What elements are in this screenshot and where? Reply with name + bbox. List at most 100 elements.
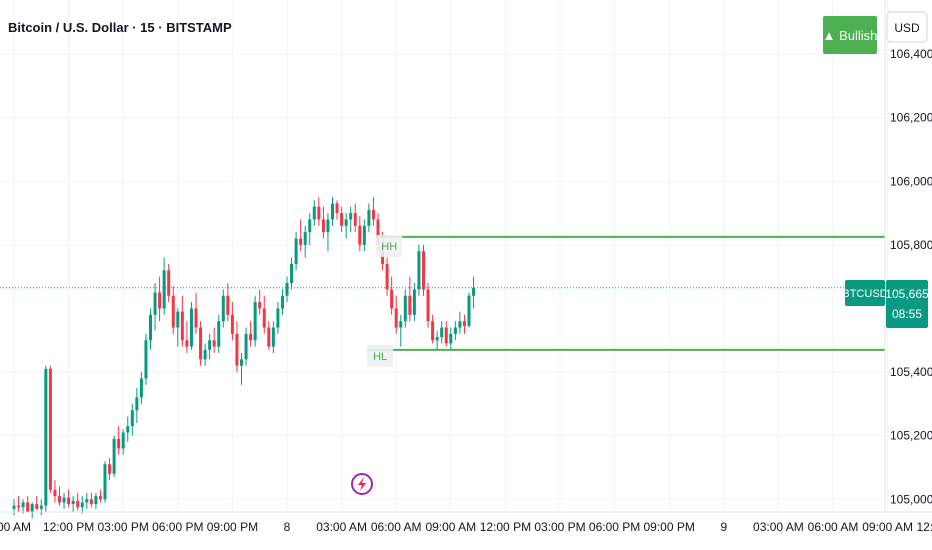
currency-button-label[interactable]: USD [894, 21, 920, 35]
candle[interactable] [17, 496, 21, 512]
currency-button-frame[interactable] [886, 11, 928, 43]
candle[interactable] [399, 314, 403, 347]
candle[interactable] [21, 499, 25, 514]
candle[interactable] [271, 321, 275, 353]
candle[interactable] [126, 416, 130, 443]
candle[interactable] [149, 308, 152, 350]
candle[interactable] [321, 206, 325, 239]
candles[interactable] [12, 197, 476, 519]
candle[interactable] [426, 283, 430, 328]
candle[interactable] [258, 289, 262, 315]
candle[interactable] [435, 330, 439, 350]
candle[interactable] [349, 206, 353, 233]
candle[interactable] [171, 286, 175, 334]
candle[interactable] [130, 403, 134, 436]
candle[interactable] [12, 499, 16, 516]
candle[interactable] [48, 365, 52, 493]
candle[interactable] [367, 203, 371, 233]
candle[interactable] [71, 496, 75, 512]
candle[interactable] [98, 489, 102, 503]
candle[interactable] [312, 200, 316, 226]
candle[interactable] [362, 219, 366, 252]
candle[interactable] [403, 289, 407, 328]
candle[interactable] [117, 426, 121, 455]
candle[interactable] [26, 496, 30, 512]
candle[interactable] [244, 327, 248, 366]
candle[interactable] [294, 232, 298, 271]
candle[interactable] [340, 206, 344, 233]
candle[interactable] [53, 480, 57, 503]
candle[interactable] [76, 492, 80, 511]
candle[interactable] [280, 289, 284, 315]
time-axis[interactable]: 00 AM 12:00 PM 03:00 PM 06:00 PM 09:00 PM 8 03… [0, 520, 932, 534]
candle[interactable] [121, 429, 125, 455]
candle[interactable] [285, 276, 289, 303]
candle[interactable] [103, 461, 107, 503]
candle[interactable] [30, 502, 34, 519]
candle[interactable] [80, 496, 84, 514]
candle[interactable] [203, 343, 207, 366]
candle[interactable] [358, 216, 362, 252]
candle[interactable] [440, 321, 444, 344]
candle[interactable] [135, 387, 139, 423]
candle[interactable] [89, 492, 93, 508]
candle[interactable] [153, 283, 157, 331]
candle[interactable] [240, 352, 243, 385]
candle[interactable] [221, 289, 225, 328]
candle[interactable] [67, 489, 71, 508]
candle[interactable] [299, 219, 303, 252]
candle[interactable] [226, 283, 230, 322]
candle[interactable] [267, 321, 271, 350]
candle[interactable] [253, 295, 257, 347]
candle[interactable] [112, 435, 116, 478]
candle[interactable] [331, 197, 334, 226]
candle[interactable] [185, 321, 189, 353]
replay-lightning-icon[interactable] [351, 473, 373, 495]
candle[interactable] [139, 372, 143, 404]
candle[interactable] [467, 292, 471, 328]
candle[interactable] [462, 314, 466, 334]
candle[interactable] [408, 276, 412, 322]
candle[interactable] [417, 244, 421, 296]
candle[interactable] [217, 314, 221, 353]
candle[interactable] [394, 295, 398, 334]
currency-button[interactable]: USD [886, 11, 928, 43]
candle[interactable] [326, 213, 330, 252]
candle[interactable] [385, 257, 389, 296]
candle[interactable] [422, 244, 425, 296]
candle[interactable] [85, 492, 89, 509]
candle[interactable] [189, 302, 193, 350]
candle[interactable] [58, 486, 61, 506]
candle[interactable] [344, 213, 348, 239]
candle[interactable] [444, 321, 448, 347]
candle[interactable] [176, 308, 180, 347]
candle[interactable] [167, 263, 171, 303]
candle[interactable] [35, 496, 39, 511]
candle[interactable] [158, 276, 162, 322]
candle[interactable] [412, 283, 416, 322]
candle[interactable] [458, 311, 462, 334]
candle[interactable] [262, 295, 266, 334]
candle[interactable] [449, 327, 453, 350]
candle[interactable] [144, 333, 148, 385]
candle[interactable] [212, 327, 216, 353]
candle[interactable] [199, 321, 203, 366]
candle[interactable] [453, 321, 457, 341]
candle[interactable] [180, 295, 184, 347]
candle[interactable] [235, 321, 239, 373]
candle[interactable] [335, 200, 339, 220]
candle[interactable] [162, 257, 166, 315]
candle[interactable] [290, 257, 294, 290]
candle[interactable] [94, 492, 98, 509]
candle[interactable] [44, 365, 48, 512]
candle[interactable] [108, 457, 112, 481]
candle[interactable] [249, 321, 253, 347]
candle[interactable] [317, 197, 321, 226]
candle[interactable] [303, 225, 307, 258]
candle[interactable] [230, 302, 234, 341]
candle[interactable] [371, 197, 375, 226]
candle[interactable] [472, 276, 476, 309]
candle[interactable] [390, 276, 394, 315]
candle[interactable] [194, 292, 198, 334]
candle[interactable] [353, 203, 357, 233]
